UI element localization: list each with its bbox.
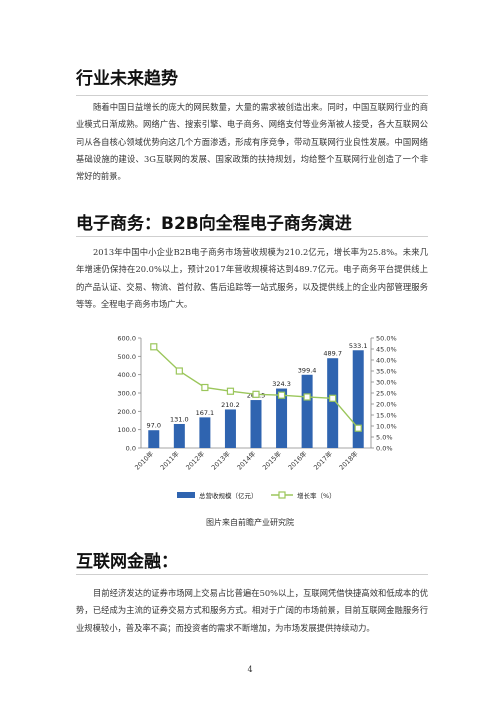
- left-tick-label: 300.0: [117, 390, 136, 398]
- legend-label-revenue: 总营收规模（亿元）: [199, 491, 258, 500]
- bar-value-label: 489.7: [323, 350, 342, 358]
- right-tick-label: 10.0%: [376, 423, 397, 431]
- bar-value-label: 97.0: [147, 422, 161, 430]
- x-tick-label: 2016年: [286, 449, 309, 472]
- page-number: 4: [247, 665, 253, 674]
- revenue-growth-chart: 0.0 100.0 200.0 300.0 400.0 500.0 600.0 0.0% 5.0…: [117, 335, 397, 501]
- heading-divider: [76, 236, 428, 237]
- legend-swatch-revenue: [177, 492, 195, 498]
- bar: [199, 417, 211, 448]
- bar-value-label: 324.3: [272, 380, 291, 388]
- chart-line: [150, 343, 362, 432]
- x-tick-label: 2017年: [311, 449, 334, 472]
- right-tick-label: 30.0%: [376, 379, 397, 387]
- x-tick-label: 2013年: [209, 449, 232, 472]
- bar: [224, 409, 236, 448]
- left-tick-label: 400.0: [117, 371, 136, 379]
- right-tick-label: 45.0%: [376, 346, 397, 354]
- right-tick-label: 5.0%: [376, 434, 393, 442]
- bar-value-label: 167.1: [196, 409, 215, 417]
- right-tick-label: 50.0%: [376, 335, 397, 343]
- growth-rate-point: [226, 387, 235, 395]
- chart-caption: 图片来自前瞻产业研究院: [206, 518, 294, 527]
- bar: [276, 388, 288, 448]
- legend-marker-growth: [278, 491, 286, 499]
- bar: [250, 400, 262, 448]
- legend-label-growth: 增长率（%）: [297, 491, 336, 500]
- x-tick-label: 2011年: [158, 449, 181, 472]
- left-tick-label: 0.0: [126, 445, 136, 453]
- left-tick-label: 100.0: [117, 426, 136, 434]
- growth-rate-point: [277, 391, 286, 399]
- right-tick-label: 40.0%: [376, 357, 397, 365]
- growth-rate-point: [175, 367, 183, 375]
- bar-value-label: 210.2: [221, 401, 240, 409]
- right-tick-label: 35.0%: [376, 368, 397, 376]
- bar-value-label: 131.0: [170, 415, 189, 423]
- heading-divider: [76, 574, 428, 575]
- bar-value-label: 533.1: [349, 342, 368, 350]
- section-heading-ecommerce: 电子商务：B2B向全程电子商务演进: [76, 214, 352, 234]
- right-tick-label: 25.0%: [376, 390, 397, 398]
- left-tick-label: 500.0: [117, 353, 136, 361]
- x-tick-label: 2015年: [260, 449, 283, 472]
- bar: [301, 374, 313, 448]
- right-tick-label: 20.0%: [376, 401, 397, 409]
- x-tick-label: 2012年: [184, 449, 207, 472]
- bar: [327, 358, 339, 448]
- growth-rate-point: [303, 393, 311, 401]
- bar: [173, 423, 185, 448]
- right-tick-label: 15.0%: [376, 412, 397, 420]
- bar: [148, 430, 160, 448]
- growth-rate-point: [150, 343, 158, 351]
- growth-rate-point: [354, 424, 362, 432]
- section-heading-internet-finance: 互联网金融：: [76, 552, 178, 572]
- growth-rate-point: [201, 383, 209, 392]
- bar-value-label: 399.4: [298, 366, 317, 374]
- growth-rate-point: [252, 390, 260, 398]
- section-heading-industry-trend: 行业未来趋势: [76, 69, 178, 89]
- growth-rate-point: [329, 394, 337, 402]
- right-tick-label: 0.0%: [376, 445, 393, 453]
- chart-legend: 总营收规模（亿元） 增长率（%）: [177, 491, 336, 500]
- left-tick-label: 200.0: [117, 408, 136, 416]
- paragraph-internet-finance: 目前经济发达的证券市场网上交易占比普遍在50%以上，互联网凭借快捷高效和低成本的…: [76, 588, 428, 633]
- x-tick-label: 2014年: [235, 449, 258, 472]
- paragraph-industry-trend: 随着中国日益增长的庞大的网民数量，大量的需求被创造出来。同时，中国互联网行业的商…: [76, 102, 428, 182]
- heading-divider: [76, 95, 428, 96]
- x-tick-label: 2018年: [337, 449, 360, 472]
- paragraph-ecommerce: 2013年中国中小企业B2B电子商务市场营收规模为210.2亿元，增长率为25.…: [76, 247, 428, 309]
- bar: [352, 350, 364, 448]
- left-tick-label: 600.0: [117, 335, 136, 343]
